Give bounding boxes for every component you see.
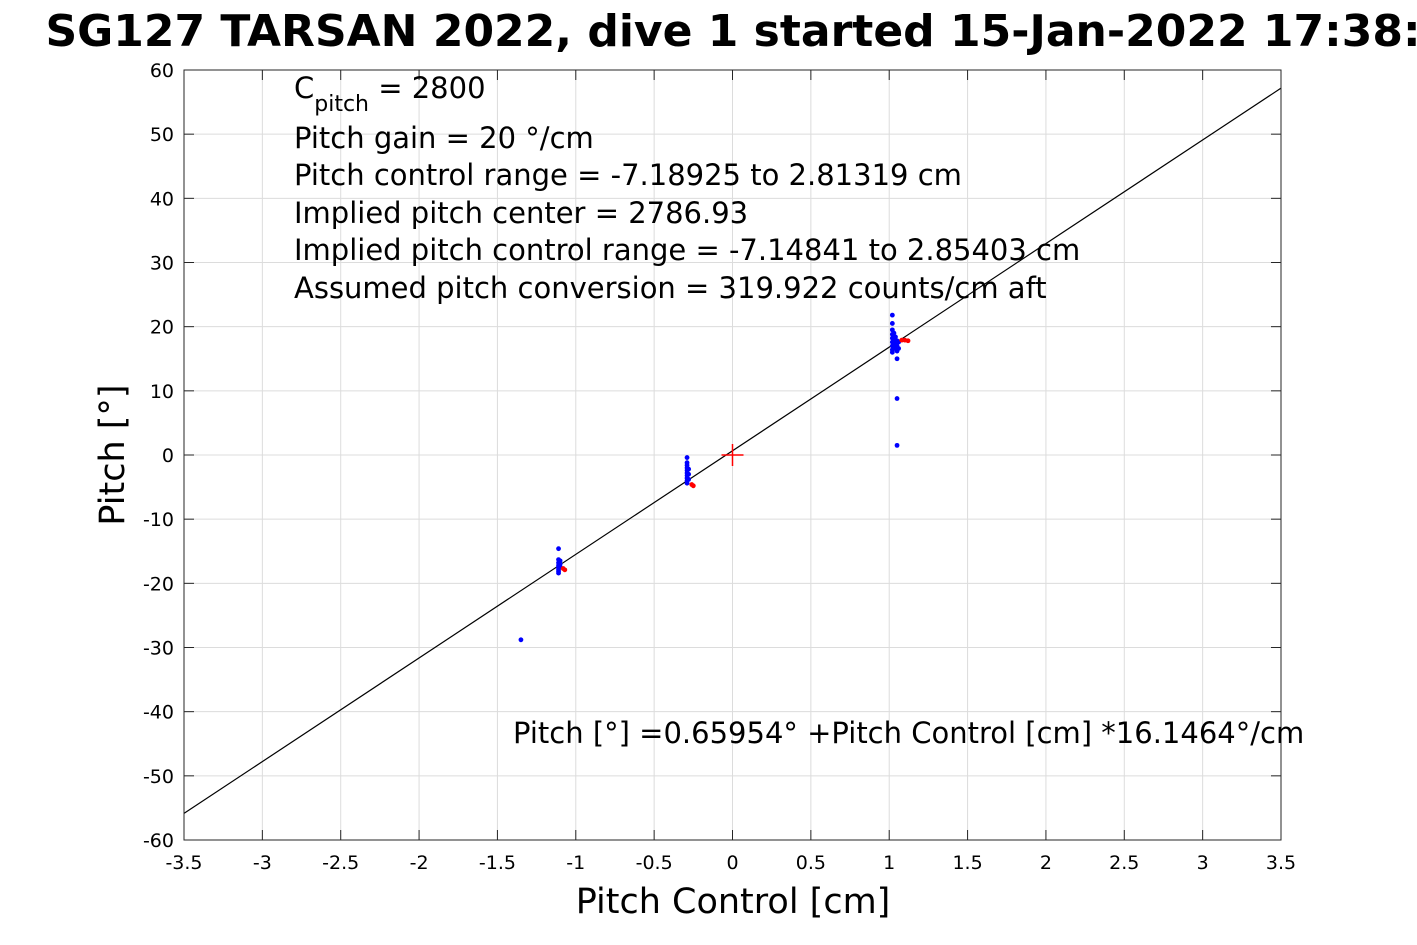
y-tick-label: 10 bbox=[150, 381, 174, 403]
y-tick-label: -40 bbox=[143, 702, 174, 724]
x-tick-label: -1 bbox=[566, 852, 585, 874]
implied-pitch-center-annotation: Implied pitch center = 2786.93 bbox=[294, 196, 748, 230]
pitch-control-range-annotation: Pitch control range = -7.18925 to 2.8131… bbox=[294, 158, 962, 192]
y-tick-label: 30 bbox=[150, 253, 174, 275]
implied-pitch-range-annotation: Implied pitch control range = -7.14841 t… bbox=[294, 233, 1080, 267]
data-point bbox=[894, 356, 900, 362]
data-point bbox=[518, 637, 524, 643]
pitch-gain-annotation: Pitch gain = 20 °/cm bbox=[294, 121, 594, 155]
data-point bbox=[684, 480, 690, 486]
y-tick-label: -10 bbox=[143, 509, 174, 531]
x-axis-ticks: -3.5 -3 -2.5 -2 -1.5 -1 -0.5 0 0.5 1 1.5 2 2.5 3 3.5 bbox=[165, 70, 1296, 874]
y-tick-label: -60 bbox=[143, 830, 174, 852]
x-tick-label: 1 bbox=[883, 852, 895, 874]
x-tick-label: 1.5 bbox=[952, 852, 982, 874]
y-tick-label: 40 bbox=[150, 188, 174, 210]
x-tick-label: -2 bbox=[410, 852, 429, 874]
cpitch-base: C bbox=[294, 71, 314, 105]
x-tick-label: 3 bbox=[1197, 852, 1209, 874]
x-tick-label: -1.5 bbox=[479, 852, 516, 874]
data-point bbox=[896, 346, 902, 351]
x-tick-label: -3 bbox=[253, 852, 272, 874]
data-point bbox=[686, 471, 692, 477]
y-axis-label: Pitch [°] bbox=[93, 384, 133, 525]
y-tick-label: -50 bbox=[143, 766, 174, 788]
x-tick-label: 2 bbox=[1040, 852, 1052, 874]
x-tick-label: -0.5 bbox=[636, 852, 673, 874]
x-tick-label: -3.5 bbox=[165, 852, 202, 874]
y-tick-label: -30 bbox=[143, 638, 174, 660]
cpitch-subscript: pitch bbox=[314, 92, 369, 117]
data-point bbox=[686, 476, 692, 482]
data-point bbox=[894, 442, 900, 448]
data-point bbox=[893, 334, 898, 340]
data-point bbox=[889, 349, 895, 355]
y-tick-label: 20 bbox=[150, 317, 174, 339]
y-tick-label: 60 bbox=[150, 60, 174, 82]
x-tick-label: 0.5 bbox=[796, 852, 826, 874]
x-axis-label: Pitch Control [cm] bbox=[576, 882, 891, 922]
x-tick-label: -2.5 bbox=[322, 852, 359, 874]
y-tick-label: 0 bbox=[162, 445, 174, 467]
y-tick-label: -20 bbox=[143, 573, 174, 595]
data-point bbox=[891, 330, 897, 336]
y-axis-ticks: -60 -50 -40 -30 -20 -10 0 10 20 30 40 50 60 bbox=[143, 60, 1281, 852]
chart-title: SG127 TARSAN 2022, dive 1 started 15-Jan… bbox=[45, 6, 1417, 57]
data-point bbox=[686, 466, 692, 472]
data-point bbox=[894, 396, 900, 401]
y-tick-label: 50 bbox=[150, 124, 174, 146]
data-point bbox=[556, 546, 561, 552]
data-point bbox=[889, 312, 895, 318]
annotation-block: Cpitch = 2800 Pitch gain = 20 °/cm Pitch… bbox=[294, 71, 1080, 305]
x-tick-label: 3.5 bbox=[1266, 852, 1296, 874]
data-points bbox=[518, 312, 911, 643]
pitch-conversion-annotation: Assumed pitch conversion = 319.922 count… bbox=[294, 271, 1047, 305]
data-point bbox=[689, 482, 695, 487]
data-point bbox=[556, 570, 561, 576]
center-marker-group bbox=[721, 444, 744, 466]
x-tick-label: 2.5 bbox=[1109, 852, 1139, 874]
cpitch-value: = 2800 bbox=[369, 71, 486, 105]
fit-equation-annotation: Pitch [°] =0.65954° +Pitch Control [cm] … bbox=[513, 716, 1304, 750]
data-point bbox=[684, 455, 690, 460]
x-tick-label: 0 bbox=[726, 852, 738, 874]
cpitch-annotation: Cpitch = 2800 bbox=[294, 71, 486, 117]
data-point bbox=[905, 338, 911, 344]
data-point bbox=[889, 321, 895, 326]
data-point bbox=[560, 566, 566, 571]
